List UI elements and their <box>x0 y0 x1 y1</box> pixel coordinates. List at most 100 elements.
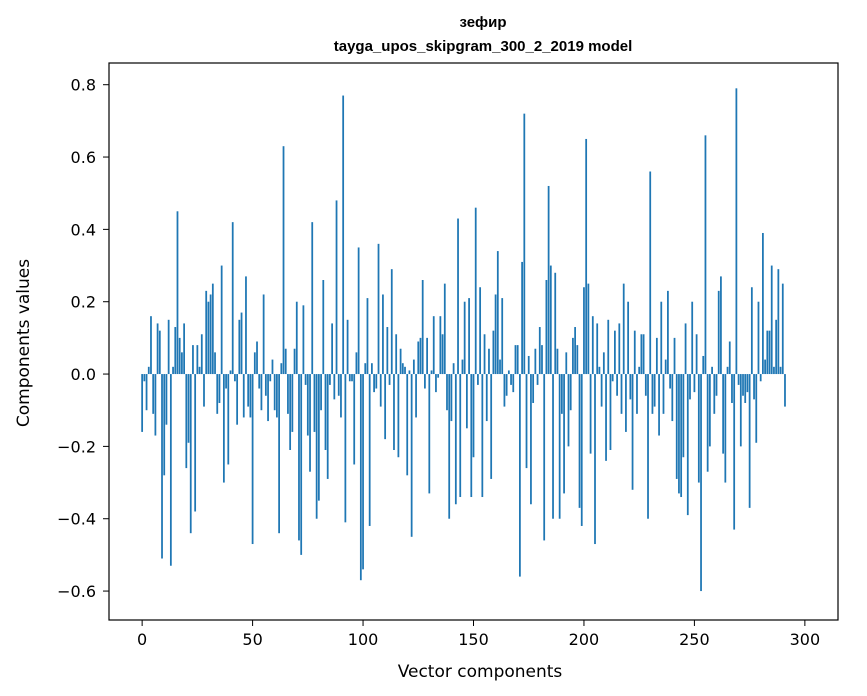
bar-32 <box>211 283 214 375</box>
bar-201 <box>585 138 588 375</box>
bar-236 <box>662 374 665 414</box>
bar-131 <box>430 370 433 375</box>
bar-27 <box>200 334 203 375</box>
bar-125 <box>417 341 420 375</box>
bar-10 <box>163 374 166 476</box>
x-tick-label: 0 <box>137 630 147 649</box>
bar-4 <box>150 316 152 375</box>
bar-210 <box>605 374 607 461</box>
y-axis-ticks: −0.6 −0.4 −0.2 0.0 0.2 0.4 0.6 0.8 <box>57 76 109 601</box>
bar-230 <box>649 171 652 375</box>
bar-7 <box>156 323 159 375</box>
bar-214 <box>614 330 616 375</box>
bar-40 <box>229 370 232 375</box>
bar-161 <box>496 251 499 375</box>
bar-167 <box>510 374 512 385</box>
bar-179 <box>536 374 539 385</box>
bar-70 <box>295 301 298 375</box>
bar-222 <box>631 374 634 490</box>
bar-226 <box>640 334 643 375</box>
bar-239 <box>669 374 671 389</box>
bar-112 <box>388 374 391 385</box>
bar-91 <box>342 95 345 375</box>
x-tick-label: 50 <box>242 630 262 649</box>
y-tick-label: 0.4 <box>71 220 96 239</box>
bar-9 <box>161 374 163 559</box>
bar-76 <box>309 374 311 472</box>
bar-282 <box>764 359 766 375</box>
bar-212 <box>609 374 612 450</box>
bar-141 <box>452 363 455 375</box>
bar-290 <box>781 283 784 375</box>
bar-94 <box>348 374 351 382</box>
bar-26 <box>198 366 201 375</box>
bar-278 <box>755 374 758 443</box>
bar-74 <box>304 374 307 385</box>
bar-151 <box>474 207 477 375</box>
bar-187 <box>554 272 557 375</box>
bar-152 <box>477 374 479 385</box>
bar-79 <box>315 374 318 519</box>
bar-108 <box>379 374 382 407</box>
bar-213 <box>611 374 614 382</box>
bar-109 <box>382 294 384 375</box>
bar-275 <box>748 374 751 508</box>
bar-107 <box>377 243 380 375</box>
bar-56 <box>264 374 267 396</box>
bar-180 <box>538 327 541 375</box>
bar-263 <box>722 374 725 454</box>
bar-97 <box>355 352 358 375</box>
bar-259 <box>713 374 716 414</box>
bar-47 <box>245 276 247 375</box>
bar-128 <box>424 374 426 389</box>
bar-33 <box>214 352 216 375</box>
bar-153 <box>479 287 482 375</box>
bar-268 <box>733 374 736 530</box>
bar-110 <box>384 374 387 440</box>
bar-285 <box>770 265 773 375</box>
bar-242 <box>675 374 678 479</box>
bar-166 <box>507 370 510 375</box>
bar-207 <box>598 366 601 375</box>
bar-22 <box>189 374 192 534</box>
bar-216 <box>618 323 621 375</box>
bar-62 <box>278 374 280 534</box>
y-tick-label: −0.2 <box>57 437 96 456</box>
bar-169 <box>514 345 517 375</box>
bar-45 <box>240 312 243 375</box>
bar-168 <box>512 374 515 393</box>
y-tick-label: 0.6 <box>71 148 96 167</box>
bar-16 <box>176 211 179 375</box>
bar-106 <box>375 374 378 389</box>
bar-219 <box>625 374 627 432</box>
bar-58 <box>269 374 272 382</box>
x-tick-label: 100 <box>348 630 379 649</box>
bar-68 <box>291 374 294 432</box>
bar-24 <box>194 374 197 512</box>
bar-55 <box>262 294 265 375</box>
bar-286 <box>773 366 775 375</box>
bar-175 <box>527 355 530 375</box>
bar-267 <box>731 374 733 403</box>
bar-34 <box>216 374 219 414</box>
bar-157 <box>488 348 490 375</box>
bar-254 <box>702 355 705 375</box>
bar-73 <box>302 305 305 375</box>
bar-247 <box>686 374 689 516</box>
bar-72 <box>300 374 303 555</box>
bar-143 <box>457 218 459 375</box>
bar-266 <box>728 341 731 375</box>
bar-185 <box>549 265 552 375</box>
bar-250 <box>693 374 696 393</box>
bar-87 <box>333 374 336 400</box>
bar-291 <box>784 374 786 407</box>
bar-49 <box>249 374 252 418</box>
bar-30 <box>207 301 210 375</box>
bar-281 <box>762 232 764 375</box>
bar-37 <box>222 374 225 483</box>
bar-93 <box>346 319 349 375</box>
bar-221 <box>629 374 632 400</box>
bar-63 <box>280 363 283 375</box>
bar-65 <box>284 348 287 375</box>
bar-223 <box>633 330 636 375</box>
